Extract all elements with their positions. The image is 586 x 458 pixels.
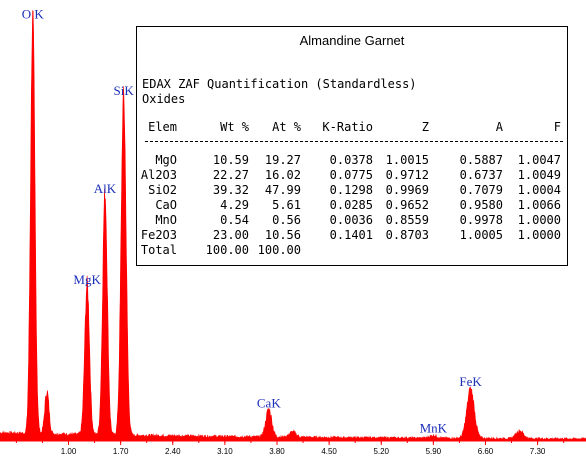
table-total-row: Total 100.00 100.00 [137, 243, 569, 258]
x-tick-label: 3.10 [217, 447, 233, 456]
table-row: SiO2 39.32 47.99 0.1298 0.9969 0.7079 1.0004 [137, 183, 569, 198]
table-cell: CaO [155, 198, 177, 212]
peak-label-sik: SiK [113, 83, 134, 98]
peak-label-fek: FeK [459, 374, 482, 389]
x-tick-label: 2.40 [165, 447, 181, 456]
table-cell: 100.00 [257, 243, 301, 257]
table-cell: 0.8703 [385, 228, 429, 242]
table-cell: 0.1298 [329, 183, 373, 197]
table-cell: 1.0047 [517, 153, 561, 167]
table-cell: 16.02 [264, 168, 301, 182]
table-cell: 0.9712 [385, 168, 429, 182]
column-header: Z [421, 120, 429, 134]
table-cell: 0.5887 [459, 153, 503, 167]
column-header: A [495, 120, 503, 134]
table-row: MgO 10.59 19.27 0.0378 1.0015 0.5887 1.0047 [137, 153, 569, 168]
table-row: CaO 4.29 5.61 0.0285 0.9652 0.9580 1.0066 [137, 198, 569, 213]
column-header: K-Ratio [322, 120, 373, 134]
table-cell: 1.0004 [517, 183, 561, 197]
table-row: MnO 0.54 0.56 0.0036 0.8559 0.9978 1.0000 [137, 213, 569, 228]
column-header: Elem [148, 120, 177, 134]
table-cell: 1.0000 [517, 228, 561, 242]
table-cell: 100.00 [205, 243, 249, 257]
peak-label-ok: O K [22, 7, 45, 22]
table-cell: 5.61 [272, 198, 301, 212]
x-tick-label: 5.90 [426, 447, 442, 456]
x-tick-label: 1.00 [61, 447, 77, 456]
table-cell: 0.9969 [385, 183, 429, 197]
peak-label-alk: AlK [94, 181, 117, 196]
peak-labels: O K MgK AlK SiK CaK MnK FeK [22, 7, 483, 436]
column-header: Wt % [220, 120, 249, 134]
table-cell: 0.7079 [459, 183, 503, 197]
column-header: At % [272, 120, 301, 134]
table-cell: 1.0015 [385, 153, 429, 167]
table-cell: 47.99 [264, 183, 301, 197]
column-header: F [553, 120, 561, 134]
table-cell: 39.32 [212, 183, 249, 197]
table-cell: 0.9580 [459, 198, 503, 212]
table-cell: MnO [155, 213, 177, 227]
table-cell: 1.0066 [517, 198, 561, 212]
table-header-rule [145, 141, 563, 142]
table-cell: 0.0285 [329, 198, 373, 212]
table-cell: 1.0000 [517, 213, 561, 227]
sample-title: Almandine Garnet [299, 33, 405, 48]
table-cell: Fe2O3 [140, 228, 177, 242]
table-cell: 0.54 [220, 213, 249, 227]
table-cell: 0.0378 [329, 153, 373, 167]
quantification-table: Elem Wt % At % K-Ratio Z A F MgO 10.59 19.27 0.037… [137, 120, 569, 258]
table-header-row: Elem Wt % At % K-Ratio Z A F [137, 120, 569, 135]
table-cell: 0.56 [272, 213, 301, 227]
table-cell: 0.0036 [329, 213, 373, 227]
quantification-table-panel: Almandine Garnet EDAX ZAF Quantification… [136, 26, 568, 266]
peak-label-cak: CaK [257, 395, 281, 410]
table-row: Fe2O3 23.00 10.56 0.1401 0.8703 1.0005 1.0000 [137, 228, 569, 243]
table-cell: 10.56 [264, 228, 301, 242]
peak-label-mnk: MnK [420, 420, 448, 435]
x-tick-label: 6.60 [478, 447, 494, 456]
x-tick-label: 5.20 [373, 447, 389, 456]
quantification-subheading: Oxides [142, 92, 186, 106]
spectrum-area-fill [0, 10, 586, 442]
table-cell: 23.00 [212, 228, 249, 242]
table-cell: 0.9978 [459, 213, 503, 227]
table-cell: 0.9652 [385, 198, 429, 212]
table-cell: 0.1401 [329, 228, 373, 242]
table-cell: 10.59 [212, 153, 249, 167]
table-cell: 0.8559 [385, 213, 429, 227]
table-cell: 22.27 [212, 168, 249, 182]
table-cell: Total [140, 243, 177, 257]
table-cell: 0.6737 [459, 168, 503, 182]
quantification-heading: EDAX ZAF Quantification (Standardless) [142, 77, 417, 91]
x-tick-label: 7.30 [530, 447, 546, 456]
table-row: Al2O3 22.27 16.02 0.0775 0.9712 0.6737 1.0049 [137, 168, 569, 183]
table-cell: 1.0005 [459, 228, 503, 242]
table-cell: 4.29 [220, 198, 249, 212]
table-cell: SiO2 [148, 183, 177, 197]
table-cell: 19.27 [264, 153, 301, 167]
table-cell: 1.0049 [517, 168, 561, 182]
table-cell: 0.0775 [329, 168, 373, 182]
table-cell: Al2O3 [140, 168, 177, 182]
x-tick-label: 1.70 [113, 447, 129, 456]
x-tick-label: 3.80 [269, 447, 285, 456]
x-axis-ticks: 1.00 1.70 2.40 3.10 3.80 4.50 5.20 5.90 6.60 7.30 [15, 441, 565, 456]
table-cell: MgO [155, 153, 177, 167]
spectrum-series [0, 10, 586, 442]
peak-label-mgk: MgK [73, 272, 101, 287]
x-tick-label: 4.50 [321, 447, 337, 456]
